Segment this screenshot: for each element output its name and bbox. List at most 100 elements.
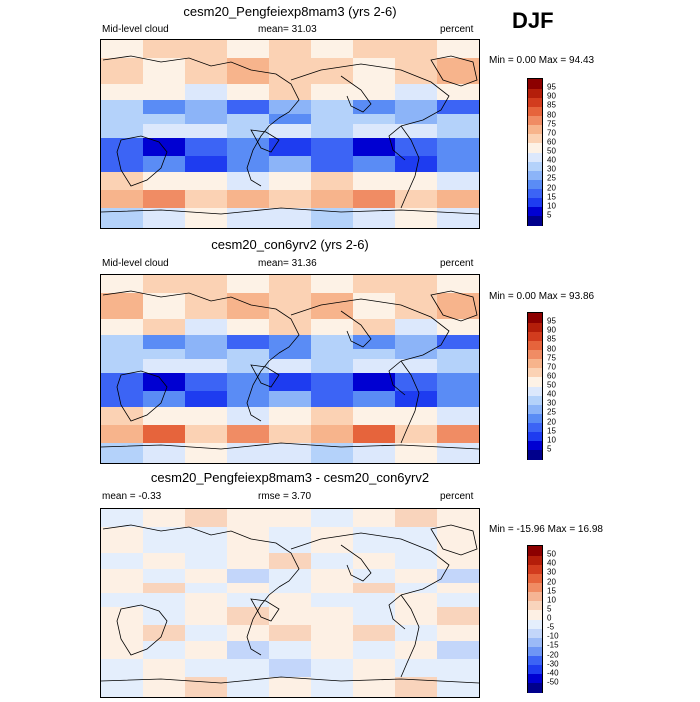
map-cell: [101, 138, 144, 157]
map-cell: [101, 527, 144, 554]
colorbar-cell: [528, 431, 542, 442]
map-cell: [437, 509, 480, 528]
map-cell: [143, 569, 186, 584]
map-cell: [143, 84, 186, 101]
map-cell: [143, 553, 186, 570]
map-cell: [395, 58, 438, 85]
map-cell: [101, 335, 144, 350]
map-cell: [353, 373, 396, 392]
coastline: [340, 310, 372, 348]
map-cell: [437, 275, 480, 294]
map-cell: [269, 373, 312, 392]
colorbar-tick-label: 20: [547, 183, 556, 192]
map-cell: [353, 593, 396, 608]
map-cell: [395, 40, 438, 59]
colorbar-tick-label: 5: [547, 210, 552, 220]
panel-1-map: [100, 39, 480, 229]
map-cell: [143, 208, 186, 229]
colorbar-tick-label: -50: [547, 677, 559, 687]
map-cell: [353, 124, 396, 139]
colorbar-tick-label: 50: [547, 146, 556, 156]
map-cell: [269, 509, 312, 528]
panel-1-variable-label: Mid-level cloud: [102, 24, 169, 35]
map-cell: [311, 373, 354, 392]
panel-2-mean-label: mean= 31.36: [258, 258, 317, 269]
map-cell: [437, 349, 480, 360]
map-cell: [185, 349, 228, 360]
map-cell: [269, 593, 312, 608]
map-cell: [437, 84, 480, 101]
map-cell: [227, 641, 270, 660]
map-cell: [143, 425, 186, 444]
map-cell: [101, 124, 144, 139]
map-cell: [311, 172, 354, 191]
coastline: [340, 75, 372, 113]
map-cell: [395, 607, 438, 626]
map-cell: [269, 156, 312, 173]
colorbar-cell: [528, 449, 542, 460]
colorbar-tick-label: 10: [547, 595, 556, 605]
colorbar-tick-label: 10: [547, 435, 556, 445]
coastline: [388, 594, 406, 630]
coastline: [430, 524, 478, 556]
colorbar-cell: [528, 170, 542, 180]
map-cell: [311, 208, 354, 229]
map-cell: [143, 641, 186, 660]
map-cell: [437, 335, 480, 350]
coastline: [116, 604, 168, 656]
coastline: [290, 298, 450, 362]
coastline: [430, 290, 478, 322]
coastline: [430, 55, 478, 87]
panel-2-minmax: Min = 0.00 Max = 93.86: [489, 291, 595, 302]
map-cell: [353, 190, 396, 209]
coastline: [116, 135, 168, 187]
map-cell: [143, 509, 186, 528]
map-cell: [185, 138, 228, 157]
map-cell: [101, 190, 144, 209]
map-cell: [311, 509, 354, 528]
map-cell: [353, 40, 396, 59]
colorbar-cell: [528, 555, 542, 565]
map-cell: [143, 593, 186, 608]
map-cell: [185, 625, 228, 642]
colorbar-cell: [528, 591, 542, 602]
map-cell: [353, 443, 396, 464]
map-cell: [143, 138, 186, 157]
map-cell: [437, 114, 480, 125]
map-cell: [311, 138, 354, 157]
panel-2-map-plot: [100, 275, 480, 464]
map-cell: [311, 569, 354, 584]
map-cell: [227, 335, 270, 350]
map-cell: [185, 114, 228, 125]
panel-1-map-plot: [100, 40, 480, 229]
colorbar-cell: [528, 124, 542, 135]
colorbar-cell: [528, 115, 542, 126]
map-cell: [437, 583, 480, 594]
colorbar-tick-label: 95: [547, 316, 556, 326]
map-cell: [395, 659, 438, 678]
map-cell: [437, 124, 480, 139]
colorbar-tick-label: 5: [547, 604, 552, 614]
colorbar-tick-label: 5: [547, 444, 552, 454]
map-cell: [269, 641, 312, 660]
colorbar-cell: [528, 133, 542, 144]
map-cell: [311, 391, 354, 408]
colorbar-cell: [528, 313, 542, 323]
map-cell: [353, 172, 396, 191]
colorbar-cell: [528, 349, 542, 360]
colorbar-cell: [528, 179, 542, 189]
map-cell: [395, 677, 438, 698]
panel-1-mean-label: mean= 31.03: [258, 24, 317, 35]
map-cell: [143, 58, 186, 85]
map-cell: [101, 425, 144, 444]
panel-3-colorbar: [527, 545, 543, 693]
map-cell: [227, 172, 270, 191]
map-cell: [143, 40, 186, 59]
coastlines: [100, 524, 480, 684]
map-cell: [311, 641, 354, 660]
colorbar-cell: [528, 97, 542, 107]
map-cell: [101, 319, 144, 336]
colorbar-tick-label: -5: [547, 622, 555, 632]
map-cell: [437, 190, 480, 209]
map-cell: [101, 293, 144, 320]
